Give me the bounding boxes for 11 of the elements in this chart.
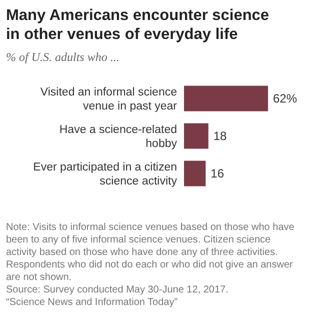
text: “Science News and Information Today” <box>6 297 178 308</box>
chart-title: Many Americans encounter science in other venues of everyday life <box>6 7 270 43</box>
y-tick-label: Have a science-related hobby <box>59 124 178 150</box>
text: Note: Visits to informal science venues based on those who have been to any of five informal science venues. Citizen science activity based on those who have done any of three activities. Respondents who did not do each or who did not give an answer are not shown. <box>6 222 295 283</box>
source-note: Source: Survey conducted May 30-June 12, 2017. <box>6 284 228 296</box>
data-label: 62% <box>273 92 298 106</box>
text: % of U.S. adults who ... <box>6 50 120 64</box>
data-label: 18 <box>213 129 228 143</box>
y-tick-label: Visited an informal science venue in past year <box>40 86 178 112</box>
y-tick-label: Ever participated in a citizen science activity <box>33 162 178 188</box>
data-label: 16 <box>210 166 224 180</box>
